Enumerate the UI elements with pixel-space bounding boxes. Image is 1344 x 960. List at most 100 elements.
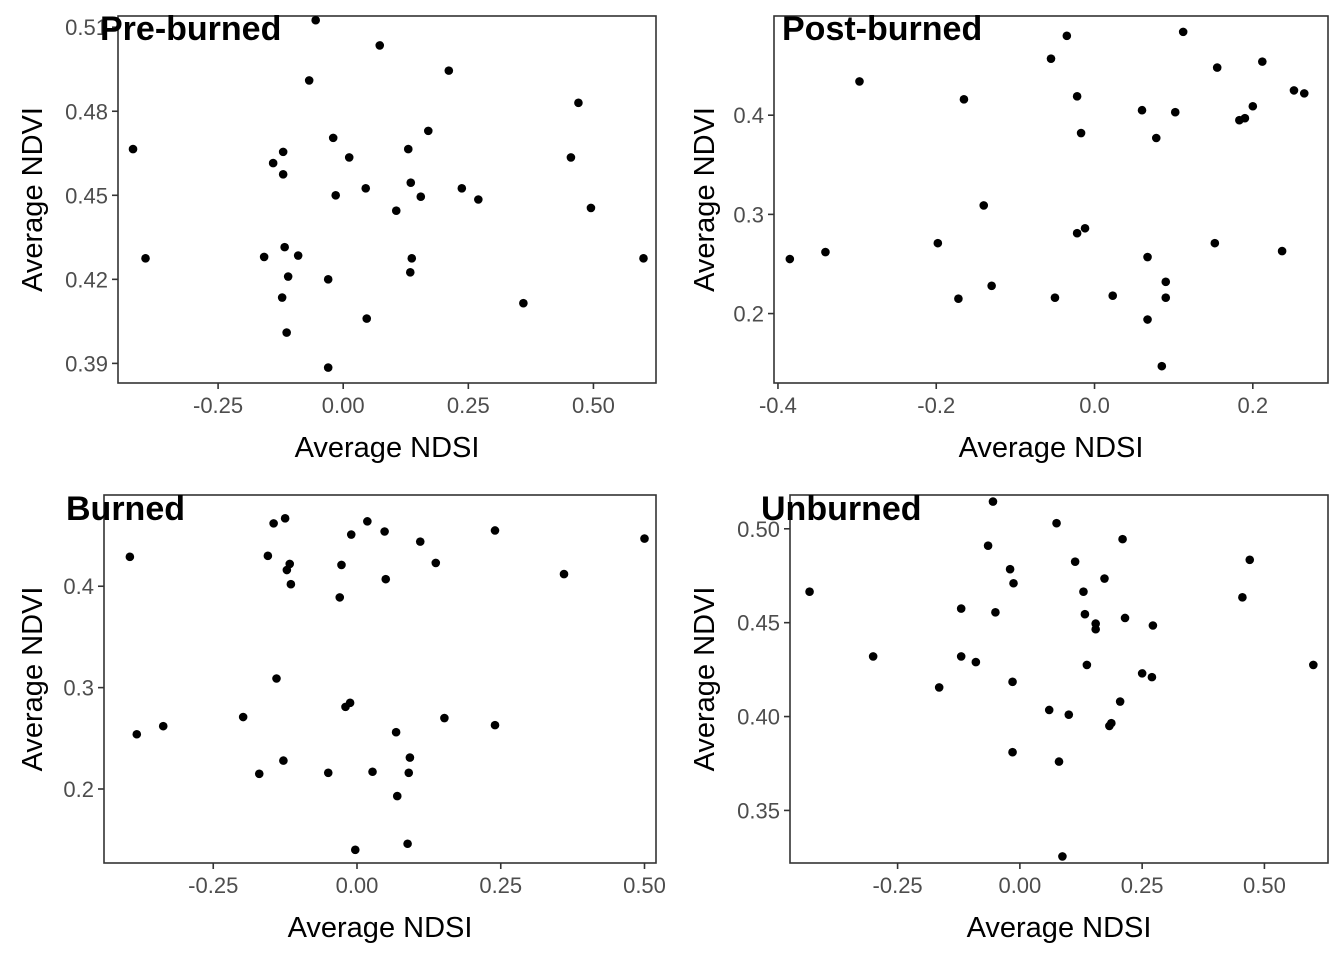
burned-data-point <box>286 579 296 589</box>
unburned-y-axis-title: Average NDVI <box>689 587 721 772</box>
burned-data-point <box>490 720 500 730</box>
pre-burned-y-tick-label: 0.42 <box>65 267 108 292</box>
pre-burned-data-point <box>474 195 483 204</box>
unburned-data-point <box>971 657 981 667</box>
burned-data-point <box>158 721 168 731</box>
pre-burned-data-point <box>141 254 150 263</box>
unburned-x-tick-label: -0.25 <box>873 873 923 898</box>
pre-burned-data-point <box>328 133 338 143</box>
pre-burned-data-point <box>566 153 576 162</box>
unburned-x-axis-title: Average NDSI <box>967 912 1152 944</box>
post-burned-data-point <box>1212 63 1222 72</box>
post-burned-data-point <box>1161 277 1171 287</box>
burned-panel: -0.25 0.00 0.25 0.50 0.2 0.3 0.4 Average NDSI Av… <box>17 490 666 944</box>
pre-burned-x-axis-title: Average NDSI <box>295 432 480 464</box>
post-burned-data-point <box>1143 315 1152 324</box>
unburned-panel: -0.25 0.00 0.25 0.50 0.35 0.40 0.45 0.50 Average… <box>689 490 1329 944</box>
burned-data-point <box>341 702 350 712</box>
unburned-panel-title: Unburned <box>761 490 922 528</box>
unburned-data-point <box>868 652 878 661</box>
burned-x-tick-label: 0.25 <box>479 873 522 898</box>
pre-burned-data-point <box>416 192 426 201</box>
pre-burned-data-point <box>293 251 303 260</box>
post-burned-y-tick-label: 0.2 <box>733 302 764 327</box>
post-burned-data-point <box>987 281 996 291</box>
unburned-data-point <box>1052 518 1061 528</box>
unburned-data-point <box>1120 613 1130 623</box>
pre-burned-y-tick-label: 0.48 <box>65 99 108 124</box>
unburned-data-point <box>1070 557 1080 566</box>
post-burned-data-point <box>1170 107 1180 117</box>
burned-data-point <box>272 674 281 683</box>
post-burned-data-point <box>933 238 943 248</box>
unburned-data-point <box>1147 672 1157 682</box>
pre-burned-data-point <box>311 15 320 25</box>
burned-data-point <box>381 574 391 584</box>
burned-data-point <box>403 839 412 849</box>
burned-data-point <box>431 558 441 568</box>
pre-burned-data-point <box>323 275 333 284</box>
burned-panel-title: Burned <box>66 490 185 528</box>
burned-data-point <box>280 514 290 523</box>
post-burned-x-tick-label: 0.2 <box>1238 393 1269 418</box>
pre-burned-plot-frame <box>117 15 657 384</box>
burned-x-tick-label: 0.50 <box>623 873 666 898</box>
burned-data-point <box>337 560 346 570</box>
unburned-data-point <box>1008 747 1017 757</box>
pre-burned-panel: -0.25 0.00 0.25 0.50 0.39 0.42 0.45 0.48 0.51 Ave… <box>17 10 657 464</box>
unburned-data-point <box>1118 534 1127 544</box>
post-burned-data-point <box>821 247 830 257</box>
post-burned-y-axis-title: Average NDVI <box>689 107 721 292</box>
post-burned-data-point <box>855 77 864 86</box>
unburned-data-point <box>1058 852 1067 861</box>
post-burned-y-tick-label: 0.4 <box>733 103 764 128</box>
pre-burned-data-point <box>304 76 314 85</box>
pre-burned-x-tick-label: 0.50 <box>572 393 615 418</box>
burned-data-point <box>440 713 449 723</box>
burned-data-point <box>391 727 401 737</box>
burned-data-point <box>323 768 333 778</box>
pre-burned-data-point <box>406 178 416 187</box>
unburned-data-point <box>1148 621 1158 630</box>
burned-data-point <box>125 552 135 562</box>
post-burned-panel: -0.4 -0.2 0.0 0.2 0.2 0.3 0.4 Average NDSI Avera… <box>689 10 1329 464</box>
unburned-x-tick-label: 0.00 <box>998 873 1041 898</box>
unburned-data-point <box>1054 757 1064 766</box>
pre-burned-x-tick-label: -0.25 <box>193 393 243 418</box>
post-burned-data-point <box>1277 246 1287 256</box>
unburned-data-point <box>1009 578 1018 588</box>
pre-burned-data-point <box>586 203 596 213</box>
post-burned-data-point <box>785 254 795 264</box>
post-burned-data-point <box>1137 105 1147 115</box>
unburned-y-tick-label: 0.35 <box>737 798 780 823</box>
post-burned-data-point <box>1072 92 1082 101</box>
post-burned-data-point <box>1248 101 1258 111</box>
post-burned-data-point <box>1046 54 1056 63</box>
post-burned-data-point <box>1076 128 1086 138</box>
pre-burned-y-tick-label: 0.51 <box>65 15 108 40</box>
burned-data-point <box>368 767 377 777</box>
burned-data-point <box>335 593 345 602</box>
burned-data-point <box>346 530 356 539</box>
pre-burned-data-point <box>405 268 415 277</box>
burned-data-point <box>238 712 248 722</box>
unburned-data-point <box>1137 669 1147 678</box>
unburned-data-point <box>1115 697 1125 706</box>
unburned-data-point <box>991 608 1000 617</box>
pre-burned-data-point <box>344 153 354 162</box>
pre-burned-x-tick-label: 0.00 <box>322 393 365 418</box>
unburned-data-point <box>956 652 966 661</box>
post-burned-plot-frame <box>773 15 1329 384</box>
burned-data-point <box>350 845 360 855</box>
burned-data-point <box>490 526 500 535</box>
burned-data-point <box>405 753 415 762</box>
pre-burned-data-point <box>277 293 287 302</box>
burned-data-point <box>282 565 292 575</box>
pre-burned-y-axis-title: Average NDVI <box>17 107 49 292</box>
burned-y-tick-label: 0.2 <box>63 777 94 802</box>
post-burned-x-tick-label: 0.0 <box>1079 393 1110 418</box>
unburned-x-tick-label: 0.50 <box>1243 873 1286 898</box>
burned-x-tick-label: -0.25 <box>188 873 238 898</box>
unburned-data-point <box>1100 574 1109 583</box>
